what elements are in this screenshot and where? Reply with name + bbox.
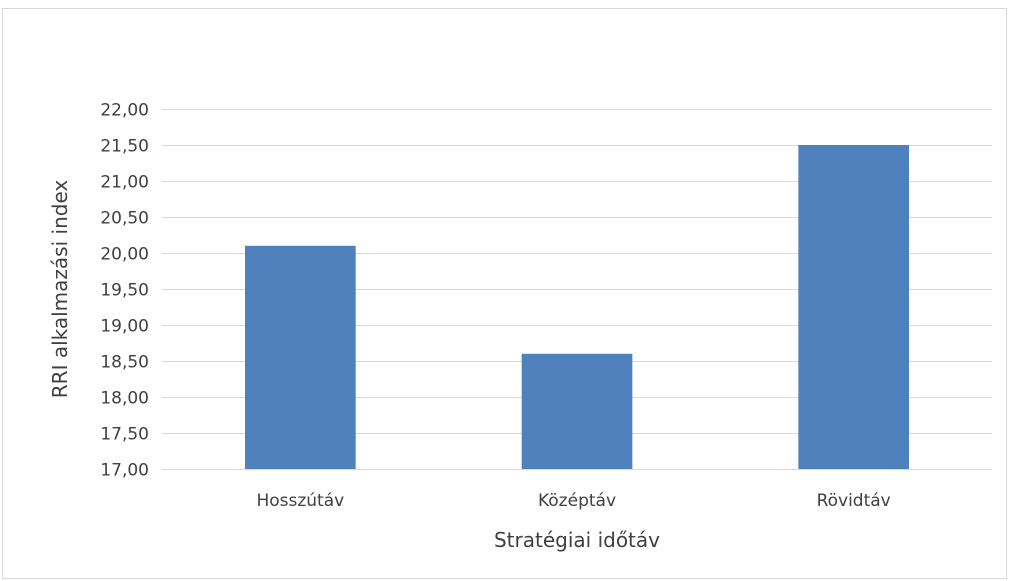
y-tick-label: 22,00 bbox=[100, 101, 149, 121]
y-tick-label: 18,00 bbox=[100, 389, 149, 409]
x-axis-ticks: Hosszútáv Középtáv Rövidtáv bbox=[256, 491, 890, 511]
y-tick-label: 19,50 bbox=[100, 281, 149, 301]
y-tick-label: 17,00 bbox=[100, 461, 149, 481]
bars bbox=[245, 145, 909, 469]
x-axis-title: Stratégiai időtáv bbox=[494, 528, 660, 552]
x-tick-label: Középtáv bbox=[538, 491, 616, 511]
bar-2 bbox=[521, 353, 633, 469]
y-axis-ticks: 17,00 17,50 18,00 18,50 19,00 19,50 20,00 20,50… bbox=[100, 101, 149, 481]
x-tick-label: Rövidtáv bbox=[817, 491, 891, 511]
bar-1 bbox=[245, 245, 356, 469]
x-tick-label: Hosszútáv bbox=[256, 491, 344, 511]
bar-3 bbox=[798, 145, 909, 469]
y-axis-title: RRI alkalmazási index bbox=[48, 180, 72, 399]
y-tick-label: 21,50 bbox=[100, 137, 149, 157]
y-tick-label: 20,50 bbox=[100, 209, 149, 229]
y-tick-label: 17,50 bbox=[100, 425, 149, 445]
y-tick-label: 20,00 bbox=[100, 245, 149, 265]
y-tick-label: 18,50 bbox=[100, 353, 149, 373]
y-tick-label: 19,00 bbox=[100, 317, 149, 337]
y-tick-label: 21,00 bbox=[100, 173, 149, 193]
